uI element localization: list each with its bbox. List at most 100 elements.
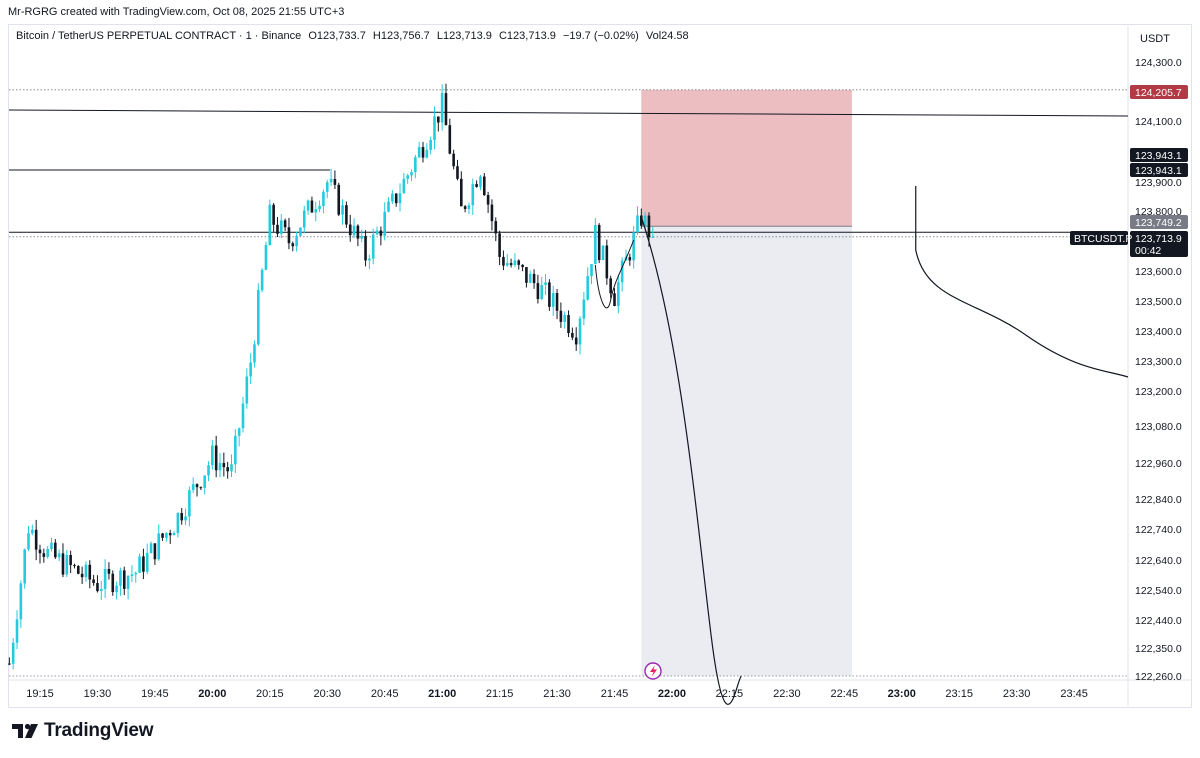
candle-body (467, 205, 471, 209)
price-tick-label: 123,300.0 (1135, 356, 1182, 368)
open-value: O123,733.7 (308, 30, 366, 42)
candle-body (15, 619, 19, 643)
time-tick-label: 23:45 (1060, 688, 1088, 700)
candle-body (88, 564, 92, 580)
price-label-text: 00:42 (1135, 245, 1161, 257)
candle-body (31, 529, 34, 534)
candle-body (452, 153, 455, 167)
candle-body (391, 193, 394, 202)
candle-body (195, 484, 199, 488)
candle-body (207, 465, 210, 476)
price-tick-label: 122,540.0 (1135, 585, 1182, 597)
price-label-box (1130, 243, 1188, 257)
candle-body (636, 215, 639, 233)
candle-body (199, 487, 203, 489)
change-value: −19.7 (−0.02%) (562, 30, 639, 42)
candle-body (597, 225, 601, 261)
price-label-text: 123,943.1 (1135, 165, 1182, 177)
candle-body (356, 225, 360, 239)
candle-body (138, 556, 141, 573)
symbol-name[interactable]: Bitcoin / TetherUS PERPETUAL CONTRACT · … (16, 30, 302, 42)
candle-body (34, 529, 38, 550)
candle-body (613, 293, 616, 306)
candle-body (651, 236, 655, 238)
candle-body (260, 269, 264, 291)
candle-body (214, 445, 218, 471)
price-axis[interactable]: 124,300.0124,100.0123,900.0123,800.0123,… (1135, 57, 1182, 683)
candle-body (536, 283, 540, 300)
tradingview-brand[interactable]: TradingView (12, 720, 154, 742)
candle-body (318, 205, 321, 210)
candle-body (410, 171, 413, 176)
candle-body (429, 139, 432, 150)
candle-body (379, 230, 383, 236)
price-tick-label: 123,500.0 (1135, 296, 1182, 308)
time-tick-label: 22:00 (658, 688, 686, 700)
candle-body (337, 184, 341, 215)
candle-body (505, 263, 509, 266)
candle-body (371, 234, 375, 259)
symbol-tag-text: BTCUSDT.P (1074, 233, 1132, 245)
candle-body (99, 589, 103, 592)
time-tick-label: 21:45 (601, 688, 629, 700)
candle-body (291, 243, 295, 247)
candle-body (149, 543, 153, 554)
candle-body (490, 204, 494, 222)
candle-body (65, 555, 69, 575)
candle-body (134, 572, 138, 575)
volume-value: Vol24.58 (645, 30, 689, 42)
time-axis[interactable]: 19:15 19:30 19:45 20:00 20:15 20:30 20:45 21:00… (26, 688, 1088, 700)
candle-body (73, 565, 76, 567)
candle-body (153, 543, 157, 560)
candle-body (245, 376, 249, 404)
candle-body (42, 553, 46, 557)
price-label-box (1130, 148, 1188, 162)
candle-body (92, 579, 95, 584)
candle-body (226, 467, 229, 472)
candle-body (314, 209, 318, 213)
candle-body (460, 178, 463, 207)
candle-body (578, 318, 582, 345)
candle-body (241, 403, 245, 429)
time-tick-label: 22:15 (716, 688, 744, 700)
candle-body (341, 205, 344, 215)
candle-body (283, 220, 287, 228)
candle-body (103, 568, 107, 590)
lightning-icon[interactable] (644, 662, 662, 680)
position-zones[interactable] (641, 89, 852, 677)
candle-body (279, 220, 283, 234)
drawn-arc (594, 239, 635, 309)
price-tick-label: 122,840.0 (1135, 494, 1182, 506)
candle-body (111, 573, 115, 593)
candle-body (352, 225, 356, 236)
candle-body (517, 260, 521, 265)
price-label-text: 123,943.1 (1135, 150, 1182, 162)
candle-body (383, 211, 386, 236)
horizontal-levels[interactable] (8, 89, 1129, 677)
candle-body (145, 553, 149, 572)
price-tick-label: 123,900.0 (1135, 177, 1182, 189)
price-tick-label: 123,080.0 (1135, 421, 1182, 433)
symbol-header: Bitcoin / TetherUS PERPETUAL CONTRACT · … (16, 30, 693, 42)
price-tick-label: 123,600.0 (1135, 266, 1182, 278)
price-labels: 124,205.7 123,943.1 123,943.1 123,749.2 123,… (1070, 85, 1188, 257)
candle-body (421, 147, 425, 158)
candle-body (444, 93, 448, 126)
candle-body (605, 245, 609, 279)
price-tick-label: 124,100.0 (1135, 116, 1182, 128)
candle-body (640, 215, 643, 226)
stop-loss-zone (641, 89, 852, 227)
time-tick-label: 20:30 (313, 688, 341, 700)
candle-body (544, 282, 547, 286)
drawings[interactable] (594, 186, 1129, 705)
price-unit[interactable]: USDT (1140, 33, 1170, 45)
candle-body (119, 570, 122, 586)
candle-body (628, 257, 632, 261)
candle-body (142, 556, 145, 572)
candle-body (567, 315, 570, 334)
candle-body (188, 490, 191, 517)
candle-body (551, 293, 555, 307)
time-tick-label: 20:00 (198, 688, 226, 700)
candle-body (601, 245, 605, 261)
